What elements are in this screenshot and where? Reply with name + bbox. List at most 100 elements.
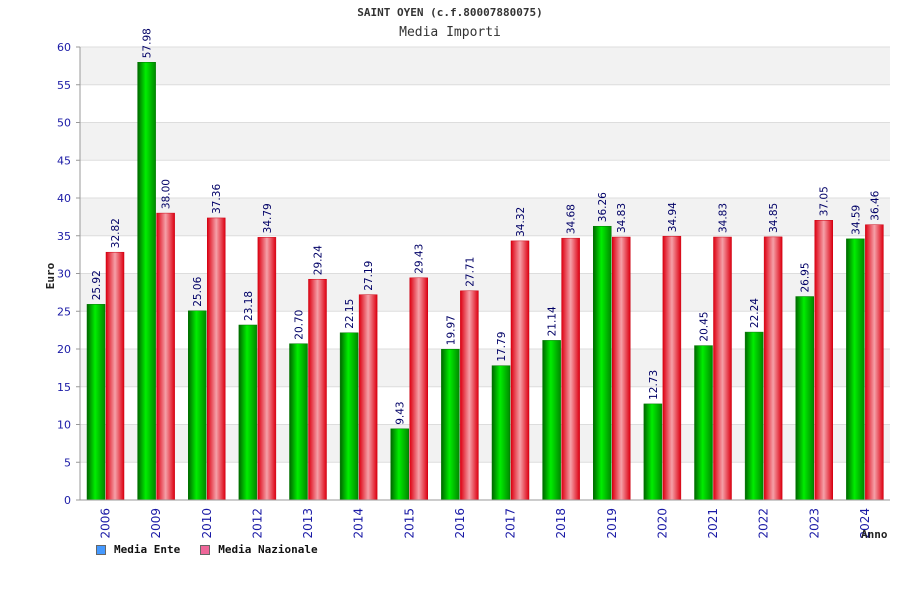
background-band	[80, 47, 890, 85]
y-tick-label: 55	[57, 79, 71, 92]
background-band	[80, 122, 890, 161]
bar-media-nazionale	[358, 294, 378, 501]
bar-media-nazionale	[561, 237, 580, 501]
bar-media-ente	[694, 345, 713, 501]
value-label: 34.85	[768, 203, 780, 233]
y-axis-ticks: 0 5 10 15 20 25 30 35 40 45 50 55 60	[57, 41, 80, 507]
x-tick-label: 2018	[554, 508, 568, 539]
value-label: 20.70	[294, 310, 306, 340]
x-tick-label: 2009	[149, 508, 163, 539]
bar-media-ente	[86, 304, 106, 501]
value-label: 23.18	[243, 291, 255, 321]
value-label: 36.26	[597, 192, 609, 222]
value-label: 21.14	[547, 306, 559, 336]
value-label: 34.32	[515, 207, 527, 237]
value-label: 34.68	[566, 204, 578, 234]
value-label: 38.00	[161, 179, 173, 209]
value-label: 17.79	[496, 332, 508, 362]
bar-media-nazionale	[460, 290, 479, 501]
x-tick-label: 2024	[858, 508, 872, 539]
value-label: 20.45	[699, 312, 711, 342]
value-label: 22.15	[344, 299, 356, 329]
value-label: 25.06	[192, 276, 204, 306]
bar-media-nazionale	[257, 237, 277, 501]
x-tick-label: 2021	[706, 508, 720, 539]
value-label: 29.24	[313, 245, 325, 275]
bar-media-nazionale	[763, 236, 783, 501]
bar-media-ente	[390, 428, 409, 501]
value-label: 25.92	[91, 270, 103, 300]
x-tick-label: 2012	[250, 508, 264, 539]
y-tick-label: 60	[57, 41, 71, 54]
legend-label-ente: Media Ente	[114, 543, 181, 556]
legend-item-ente: Media Ente	[96, 543, 180, 556]
bar-media-ente	[643, 403, 663, 501]
bar-media-ente	[491, 365, 511, 501]
y-tick-label: 5	[64, 456, 71, 469]
value-label: 37.36	[211, 184, 223, 214]
legend: Media Ente Media Nazionale	[96, 543, 318, 556]
x-tick-label: 2015	[402, 508, 416, 539]
x-tick-label: 2013	[301, 508, 315, 539]
bar-media-ente	[846, 238, 865, 501]
x-tick-label: 2016	[453, 508, 467, 539]
bar-media-ente	[744, 331, 764, 501]
legend-swatch-nazionale	[200, 544, 211, 555]
value-label: 9.43	[395, 401, 407, 424]
value-label: 26.95	[800, 262, 812, 292]
value-label: 12.73	[648, 370, 660, 400]
value-label: 29.43	[414, 244, 426, 274]
y-tick-label: 50	[57, 117, 71, 130]
y-axis-label: Euro	[44, 262, 57, 289]
x-tick-label: 2006	[99, 508, 113, 539]
bar-media-ente	[795, 296, 814, 501]
bars-group	[86, 62, 884, 501]
bar-media-nazionale	[156, 212, 175, 501]
value-label: 34.83	[718, 203, 730, 233]
y-tick-label: 20	[57, 343, 71, 356]
legend-label-nazionale: Media Nazionale	[218, 543, 318, 556]
bar-media-nazionale	[713, 236, 732, 501]
bar-media-ente	[188, 310, 207, 501]
bar-media-nazionale	[510, 240, 530, 501]
y-tick-label: 40	[57, 192, 71, 205]
y-tick-label: 25	[57, 305, 71, 318]
value-label: 34.79	[262, 203, 274, 233]
x-tick-label: 2017	[504, 508, 518, 539]
x-tick-label: 2014	[352, 508, 366, 539]
x-tick-label: 2019	[605, 508, 619, 539]
value-label: 22.24	[749, 298, 761, 328]
value-label: 32.82	[110, 218, 122, 248]
x-axis-label: Anno	[861, 528, 888, 541]
bar-media-nazionale	[105, 251, 125, 501]
value-label: 27.19	[363, 261, 375, 291]
value-label: 19.97	[445, 315, 457, 345]
y-tick-label: 10	[57, 419, 71, 432]
value-label: 36.46	[869, 190, 881, 220]
value-labels-group: 25.92 32.82 57.98 38.00 25.06 37.36 23.18 34.79…	[91, 28, 881, 425]
bar-media-nazionale	[814, 220, 833, 501]
bar-media-ente	[238, 324, 258, 501]
y-tick-label: 30	[57, 268, 71, 281]
bar-media-nazionale	[662, 235, 682, 501]
value-label: 37.05	[819, 186, 831, 216]
y-tick-label: 45	[57, 154, 71, 167]
bar-media-nazionale	[308, 278, 327, 501]
bar-media-ente	[137, 62, 156, 501]
bar-media-nazionale	[207, 217, 226, 501]
y-tick-label: 0	[64, 494, 71, 507]
bar-media-nazionale	[409, 277, 428, 501]
bar-media-ente	[289, 343, 308, 501]
chart-title: SAINT OYEN (c.f.80007880075)	[357, 6, 543, 19]
x-tick-label: 2010	[200, 508, 214, 539]
x-tick-label: 2020	[655, 508, 669, 539]
bar-media-nazionale	[612, 236, 631, 501]
legend-swatch-ente	[96, 544, 106, 555]
value-label: 27.71	[464, 257, 476, 287]
y-tick-label: 15	[57, 381, 71, 394]
y-tick-label: 35	[57, 230, 71, 243]
value-label: 34.83	[616, 203, 628, 233]
legend-item-nazionale: Media Nazionale	[200, 543, 318, 556]
x-axis-ticks: 2006 2009 2010 2012 2013 2014 2015 2016 2017 2018…	[99, 508, 872, 539]
